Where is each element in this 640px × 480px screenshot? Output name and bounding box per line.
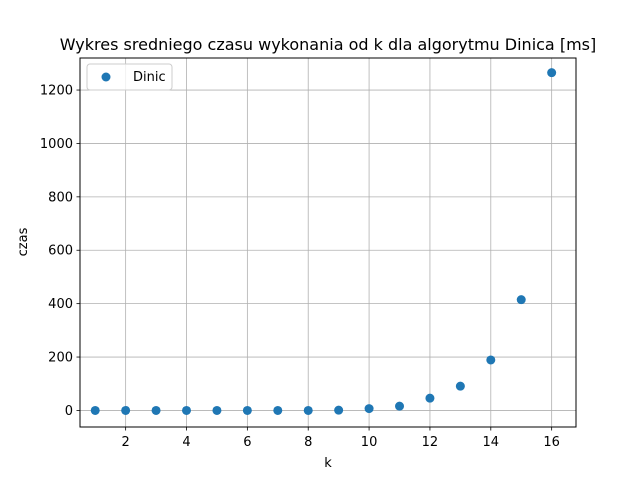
- data-point: [303, 405, 313, 415]
- x-tick-label: 4: [182, 435, 190, 450]
- y-tick-label: 600: [48, 244, 73, 259]
- ticks: 2 4 6 8 10 12 14 16 0 200 400 600 800 1000 1200: [40, 84, 560, 450]
- y-tick-label: 1200: [40, 84, 73, 99]
- y-tick-label: 800: [48, 190, 73, 205]
- data-point: [364, 404, 374, 414]
- x-tick-label: 12: [422, 435, 439, 450]
- data-point: [90, 405, 100, 415]
- x-tick-label: 2: [122, 435, 130, 450]
- x-tick-label: 6: [243, 435, 251, 450]
- grid: [80, 58, 576, 427]
- legend-marker: [101, 72, 111, 82]
- data-point: [395, 401, 405, 411]
- y-tick-label: 200: [48, 351, 73, 366]
- data-point: [486, 355, 496, 365]
- legend-box: [86, 63, 173, 91]
- x-tick-label: 16: [543, 435, 560, 450]
- y-tick-label: 400: [48, 297, 73, 312]
- plot-frame: [79, 57, 577, 428]
- data-points: [90, 68, 557, 415]
- legend-label: Dinic: [133, 70, 166, 85]
- data-point: [182, 405, 192, 415]
- data-point: [121, 405, 131, 415]
- x-axis-label: k: [324, 456, 332, 471]
- data-point: [334, 405, 344, 415]
- x-tick-label: 14: [483, 435, 500, 450]
- data-point: [516, 295, 526, 305]
- legend: Dinic: [86, 63, 173, 91]
- x-tick-label: 10: [361, 435, 378, 450]
- y-tick-label: 1000: [40, 137, 73, 152]
- data-point: [547, 68, 557, 78]
- chart-title: Wykres sredniego czasu wykonania od k dl…: [60, 35, 596, 54]
- data-point: [212, 405, 222, 415]
- data-point: [242, 405, 252, 415]
- y-tick-label: 0: [65, 404, 73, 419]
- x-tick-label: 8: [304, 435, 312, 450]
- data-point: [273, 405, 283, 415]
- y-axis-label: czas: [16, 227, 31, 256]
- data-point: [151, 405, 161, 415]
- data-point: [425, 393, 435, 403]
- data-point: [455, 381, 465, 391]
